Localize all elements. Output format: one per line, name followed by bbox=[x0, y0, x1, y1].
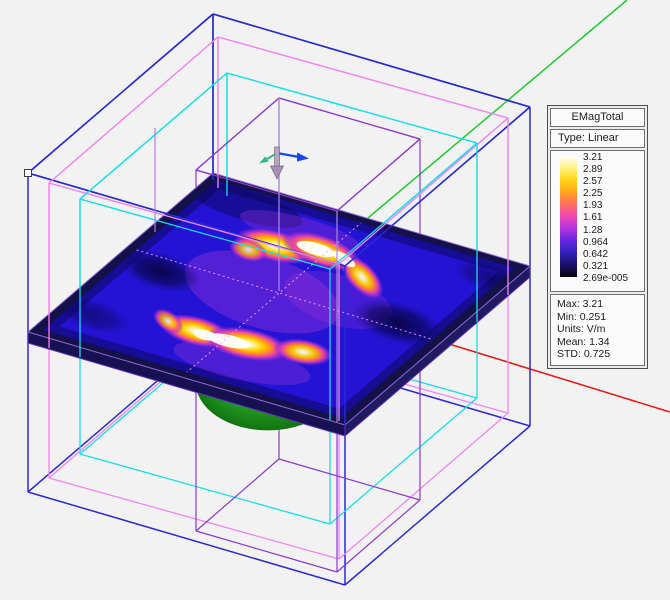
scale-value: 2.25 bbox=[583, 188, 603, 200]
field-heatmap bbox=[43, 180, 515, 418]
colorbar bbox=[560, 156, 577, 277]
legend-scale-type-label: Type: Linear bbox=[550, 129, 645, 148]
legend-quantity-label: EMagTotal bbox=[550, 108, 645, 127]
stat-units: Units: V/m bbox=[557, 323, 606, 336]
field-legend[interactable]: EMagTotal Type: Linear 3.21 2.89 2.57 2.25 1… bbox=[547, 105, 648, 369]
scale-value: 1.61 bbox=[583, 212, 603, 224]
coordinate-triad bbox=[259, 146, 309, 180]
field-plot-plane[interactable] bbox=[26, 172, 532, 437]
stat-min: Min: 0.251 bbox=[557, 310, 607, 323]
scale-value: 0.964 bbox=[583, 236, 609, 248]
wireframe-over-plate bbox=[27, 13, 531, 425]
scale-value: 1.93 bbox=[583, 200, 603, 212]
colorbar-values: 3.21 2.89 2.57 2.25 1.93 1.61 1.28 0.964 0.642 0.… bbox=[583, 152, 628, 285]
legend-statistics: Max: 3.21 Min: 0.251 Units: V/m Mean: 1.… bbox=[550, 294, 645, 366]
scale-value: 2.57 bbox=[583, 176, 603, 188]
legend-color-scale: 3.21 2.89 2.57 2.25 1.93 1.61 1.28 0.964 0.642 0.… bbox=[550, 150, 645, 293]
stat-mean: Mean: 1.34 bbox=[557, 335, 610, 348]
scale-value: 2.89 bbox=[583, 164, 603, 176]
stat-max: Max: 3.21 bbox=[557, 298, 604, 311]
selection-handle[interactable] bbox=[24, 169, 32, 177]
scale-value: 2.69e-005 bbox=[583, 272, 629, 284]
stat-std: STD: 0.725 bbox=[557, 348, 611, 361]
scale-value: 0.321 bbox=[583, 260, 609, 272]
scale-value: 1.28 bbox=[583, 224, 603, 236]
scale-value: 3.21 bbox=[583, 152, 603, 163]
scale-value: 0.642 bbox=[583, 248, 609, 260]
